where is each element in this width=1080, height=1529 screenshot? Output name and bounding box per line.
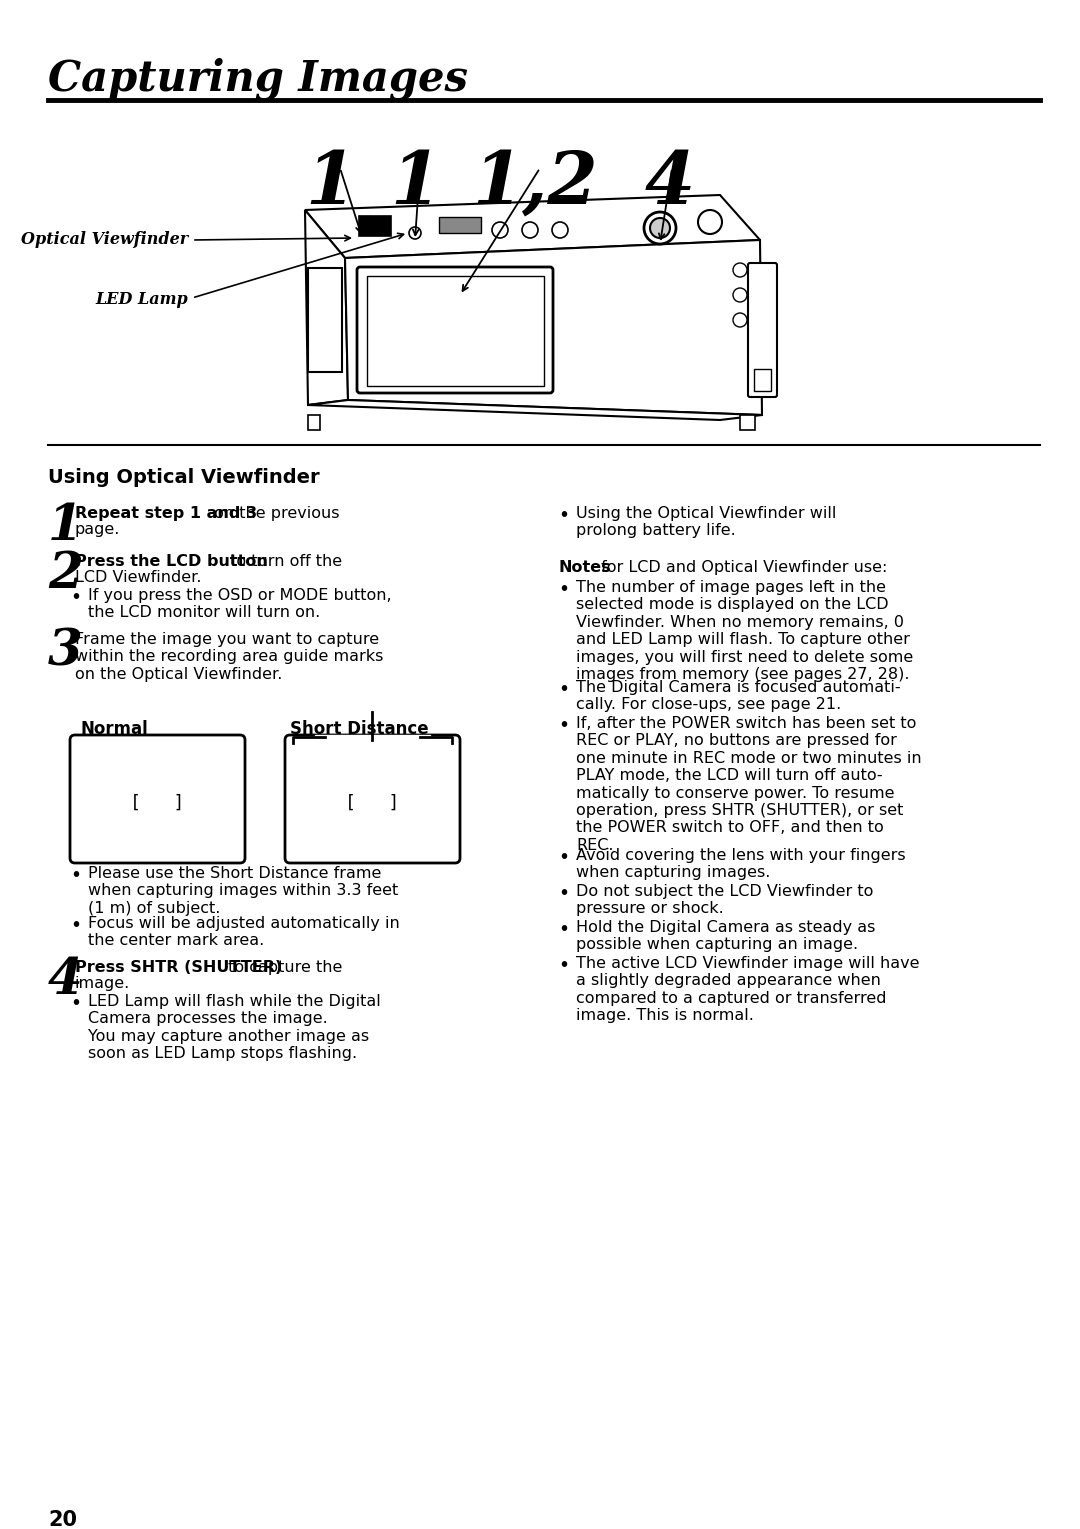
Text: Notes: Notes (558, 560, 610, 575)
Text: for LCD and Optical Viewfinder use:: for LCD and Optical Viewfinder use: (596, 560, 888, 575)
Text: 2: 2 (48, 550, 83, 599)
Polygon shape (308, 401, 762, 420)
FancyBboxPatch shape (367, 277, 544, 385)
Text: •: • (558, 849, 569, 867)
Text: 1: 1 (390, 148, 441, 219)
FancyBboxPatch shape (357, 268, 553, 393)
Text: Capturing Images: Capturing Images (48, 58, 468, 101)
Text: LCD Viewfinder.: LCD Viewfinder. (75, 570, 202, 586)
Text: Optical Viewfinder: Optical Viewfinder (21, 231, 188, 249)
Text: Hold the Digital Camera as steady as
possible when capturing an image.: Hold the Digital Camera as steady as pos… (576, 920, 876, 953)
FancyBboxPatch shape (70, 735, 245, 862)
Text: LED Lamp will flash while the Digital
Camera processes the image.
You may captur: LED Lamp will flash while the Digital Ca… (87, 994, 381, 1061)
Text: If, after the POWER switch has been set to
REC or PLAY, no buttons are pressed f: If, after the POWER switch has been set … (576, 716, 921, 853)
Text: Press the LCD button: Press the LCD button (75, 553, 268, 569)
Circle shape (698, 209, 723, 234)
Text: [   ]: [ ] (346, 794, 400, 812)
Text: Press SHTR (SHUTTER): Press SHTR (SHUTTER) (75, 960, 282, 976)
Text: •: • (558, 680, 569, 699)
Text: LED Lamp: LED Lamp (95, 292, 188, 309)
Text: •: • (558, 716, 569, 735)
FancyBboxPatch shape (285, 735, 460, 862)
Polygon shape (305, 209, 348, 405)
Text: Normal: Normal (80, 720, 148, 739)
Polygon shape (308, 414, 320, 430)
Text: 1: 1 (48, 502, 83, 550)
Text: 3: 3 (48, 628, 83, 677)
Text: 4: 4 (645, 148, 696, 219)
Text: The Digital Camera is focused automati-
cally. For close-ups, see page 21.: The Digital Camera is focused automati- … (576, 680, 901, 713)
Text: Please use the Short Distance frame
when capturing images within 3.3 feet
(1 m) : Please use the Short Distance frame when… (87, 865, 399, 916)
Text: Frame the image you want to capture
within the recording area guide marks
on the: Frame the image you want to capture with… (75, 631, 383, 682)
Circle shape (552, 222, 568, 239)
FancyBboxPatch shape (308, 268, 342, 372)
Text: 1: 1 (305, 148, 355, 219)
Bar (315, 735, 430, 743)
Circle shape (409, 226, 421, 239)
Text: to turn off the: to turn off the (225, 553, 342, 569)
Text: 1,2: 1,2 (472, 148, 598, 219)
Text: •: • (558, 579, 569, 599)
Text: •: • (558, 920, 569, 939)
Text: Do not subject the LCD Viewfinder to
pressure or shock.: Do not subject the LCD Viewfinder to pre… (576, 884, 874, 916)
Polygon shape (740, 414, 755, 430)
Circle shape (522, 222, 538, 239)
Text: 20: 20 (48, 1511, 77, 1529)
Text: •: • (558, 884, 569, 904)
Text: •: • (70, 994, 81, 1014)
Circle shape (733, 263, 747, 277)
Text: page.: page. (75, 521, 120, 537)
Circle shape (650, 219, 670, 239)
Text: •: • (558, 956, 569, 976)
Text: •: • (70, 916, 81, 936)
Text: Short Distance: Short Distance (291, 720, 429, 739)
Text: image.: image. (75, 976, 131, 991)
Text: The number of image pages left in the
selected mode is displayed on the LCD
View: The number of image pages left in the se… (576, 579, 914, 682)
FancyBboxPatch shape (438, 217, 481, 232)
Circle shape (644, 213, 676, 245)
Text: on the previous: on the previous (208, 506, 339, 521)
Text: Using the Optical Viewfinder will
prolong battery life.: Using the Optical Viewfinder will prolon… (576, 506, 836, 538)
Text: Focus will be adjusted automatically in
the center mark area.: Focus will be adjusted automatically in … (87, 916, 400, 948)
Polygon shape (305, 196, 760, 258)
Circle shape (492, 222, 508, 239)
Text: •: • (70, 589, 81, 607)
Text: The active LCD Viewfinder image will have
a slightly degraded appearance when
co: The active LCD Viewfinder image will hav… (576, 956, 919, 1023)
Text: [   ]: [ ] (131, 794, 185, 812)
Text: Avoid covering the lens with your fingers
when capturing images.: Avoid covering the lens with your finger… (576, 849, 906, 881)
FancyBboxPatch shape (748, 263, 777, 398)
Text: Using Optical Viewfinder: Using Optical Viewfinder (48, 468, 320, 488)
FancyBboxPatch shape (754, 368, 771, 391)
Polygon shape (345, 240, 762, 414)
Text: If you press the OSD or MODE button,
the LCD monitor will turn on.: If you press the OSD or MODE button, the… (87, 589, 392, 621)
Text: •: • (70, 865, 81, 885)
Text: 4: 4 (48, 956, 83, 1005)
FancyBboxPatch shape (359, 216, 391, 235)
Circle shape (733, 287, 747, 303)
Text: to capture the: to capture the (222, 960, 342, 976)
Text: •: • (558, 506, 569, 524)
Circle shape (733, 313, 747, 327)
Text: Repeat step 1 and 3: Repeat step 1 and 3 (75, 506, 257, 521)
